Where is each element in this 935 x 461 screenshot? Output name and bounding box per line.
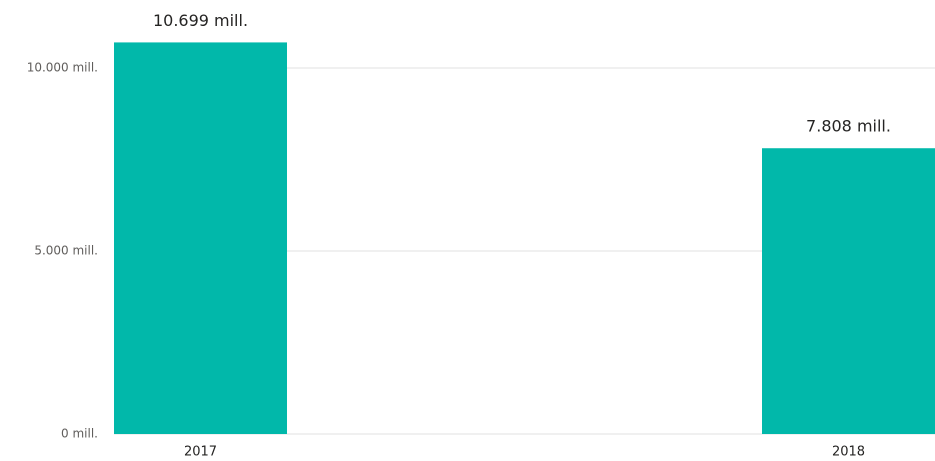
data-label: 10.699 mill. [153,11,248,30]
x-tick-label: 2018 [832,445,865,460]
y-tick-label: 5.000 mill. [34,244,98,258]
y-tick-label: 10.000 mill. [27,61,98,75]
y-tick-label: 0 mill. [61,427,98,441]
data-label: 7.808 mill. [806,117,891,136]
bar [114,42,287,435]
x-tick-label: 2017 [184,445,217,460]
bar [762,148,935,434]
